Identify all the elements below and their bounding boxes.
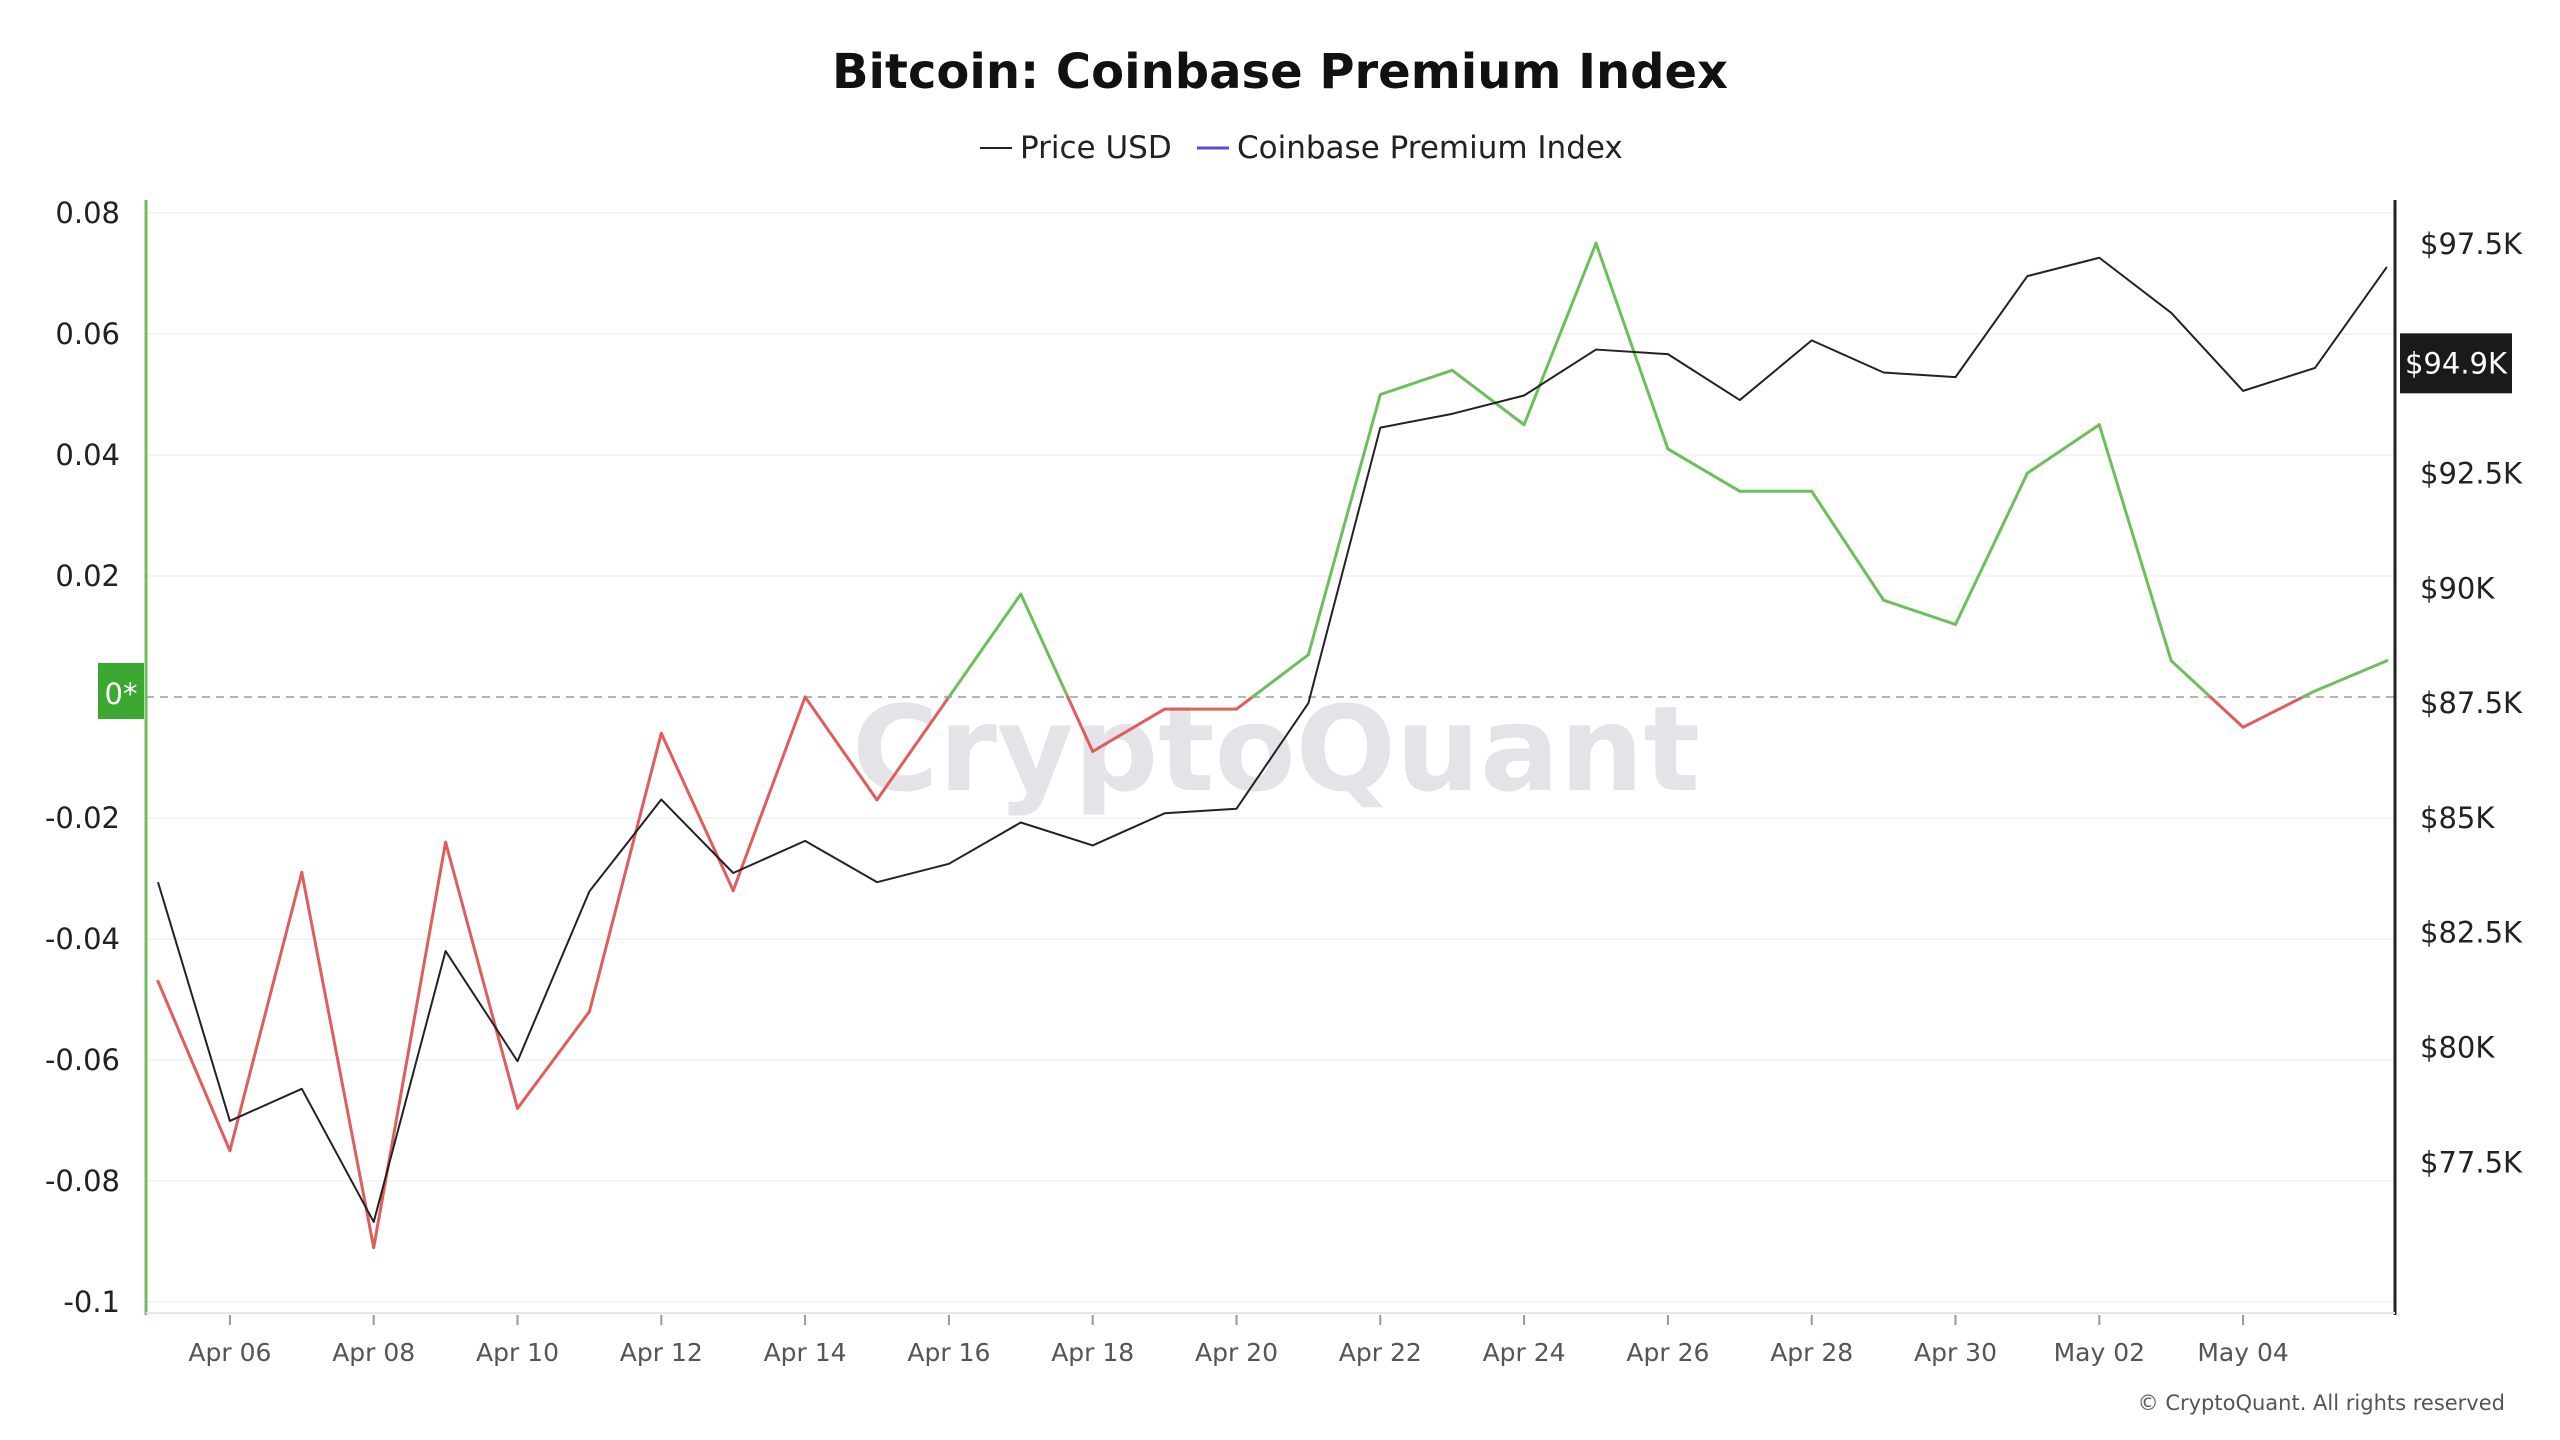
premium-segment — [1522, 241, 1598, 427]
premium-segment — [2025, 423, 2101, 475]
right-tick-label: $87.5K — [2420, 686, 2523, 720]
left-tick-label: 0.04 — [55, 438, 120, 472]
x-tick-label: Apr 14 — [764, 1338, 847, 1367]
x-tick-label: Apr 06 — [188, 1338, 271, 1367]
left-tick-label: -0.02 — [45, 801, 120, 835]
right-tick-label: $77.5K — [2420, 1145, 2523, 1179]
left-axis-ticks: 0.08 0.06 0.04 0.02 -0.02 -0.04 -0.06 -0.08 -0.1 — [45, 196, 120, 1319]
premium-segment — [659, 731, 735, 893]
x-tick-label: Apr 24 — [1483, 1338, 1566, 1367]
premium-segment — [2313, 659, 2389, 693]
copyright: © CryptoQuant. All rights reserved — [2138, 1391, 2505, 1415]
x-tick-label: Apr 22 — [1339, 1338, 1422, 1367]
premium-segment — [731, 695, 807, 893]
left-tick-label: 0.02 — [55, 559, 120, 593]
premium-segment — [1594, 241, 1670, 451]
premium-segment — [1235, 695, 1254, 711]
x-tick-label: Apr 12 — [620, 1338, 703, 1367]
premium-segment — [1250, 653, 1310, 699]
chart-title: Bitcoin: Coinbase Premium Index — [832, 44, 1728, 100]
premium-segment — [1882, 598, 1957, 626]
premium-segment — [516, 1010, 591, 1110]
right-tick-label: $90K — [2420, 571, 2495, 605]
premium-segment — [875, 695, 951, 802]
premium-segment — [2208, 695, 2245, 729]
right-axis-ticks: $97.5K $92.5K $90K $87.5K $85K $82.5K $80K $77.… — [2420, 227, 2523, 1179]
left-tick-label: -0.04 — [45, 922, 120, 956]
x-tick-label: Apr 30 — [1914, 1338, 1997, 1367]
x-tick-label: May 04 — [2197, 1338, 2288, 1367]
x-tick-label: Apr 28 — [1770, 1338, 1853, 1367]
right-tick-label: $80K — [2420, 1030, 2495, 1064]
premium-segment — [587, 731, 663, 1014]
premium-segment — [2169, 659, 2212, 699]
axes — [144, 200, 2397, 1315]
x-tick-label: Apr 10 — [476, 1338, 559, 1367]
x-tick-label: Apr 20 — [1195, 1338, 1278, 1367]
premium-segment — [2241, 695, 2305, 729]
premium-segment — [1378, 368, 1454, 396]
current-price-badge — [2400, 333, 2512, 394]
legend[interactable]: Price USD Coinbase Premium Index — [980, 130, 1623, 166]
premium-segment — [228, 870, 304, 1153]
premium-segment — [1091, 707, 1167, 753]
right-tick-label: $82.5K — [2420, 916, 2523, 950]
series-price-usd — [157, 256, 2388, 1223]
premium-segment — [1450, 368, 1526, 427]
premium-segment — [300, 870, 376, 1250]
price-line — [157, 256, 2388, 1223]
zero-badge — [98, 663, 144, 719]
premium-segment — [156, 979, 232, 1153]
left-tick-label: -0.1 — [63, 1285, 120, 1319]
x-tick-label: Apr 18 — [1051, 1338, 1134, 1367]
premium-segment — [803, 695, 879, 802]
premium-segment — [1666, 447, 1742, 493]
left-tick-label: -0.06 — [45, 1043, 120, 1077]
x-tick-label: Apr 26 — [1626, 1338, 1709, 1367]
premium-segment — [2097, 423, 2173, 663]
right-tick-label: $85K — [2420, 801, 2495, 835]
axis-badges: 0* $94.9K — [98, 333, 2512, 719]
zero-badge-label: 0* — [105, 677, 138, 711]
legend-price-label[interactable]: Price USD — [1020, 130, 1172, 166]
premium-segment — [1810, 489, 1886, 602]
premium-segment — [1954, 471, 2029, 626]
gridlines — [146, 212, 2395, 1303]
x-tick-label: Apr 08 — [332, 1338, 415, 1367]
x-tick-label: Apr 16 — [907, 1338, 990, 1367]
legend-premium-label[interactable]: Coinbase Premium Index — [1237, 130, 1623, 166]
right-tick-label: $92.5K — [2420, 457, 2523, 491]
premium-segment — [372, 840, 448, 1250]
premium-segment — [444, 840, 519, 1110]
x-tick-label: May 02 — [2054, 1338, 2145, 1367]
current-price-badge-label: $94.9K — [2405, 346, 2508, 380]
x-axis-ticks: Apr 06 Apr 08 Apr 10 Apr 12 Apr 14 Apr 16 Apr … — [188, 1315, 2289, 1367]
left-tick-label: 0.06 — [55, 317, 120, 351]
left-tick-label: -0.08 — [45, 1164, 120, 1198]
right-tick-label: $97.5K — [2420, 227, 2523, 261]
premium-segment — [1066, 695, 1095, 753]
premium-segment — [947, 592, 1023, 699]
premium-segment — [1019, 592, 1070, 699]
premium-segment — [2301, 689, 2317, 699]
premium-segment — [1306, 393, 1382, 657]
left-tick-label: 0.08 — [55, 196, 120, 230]
